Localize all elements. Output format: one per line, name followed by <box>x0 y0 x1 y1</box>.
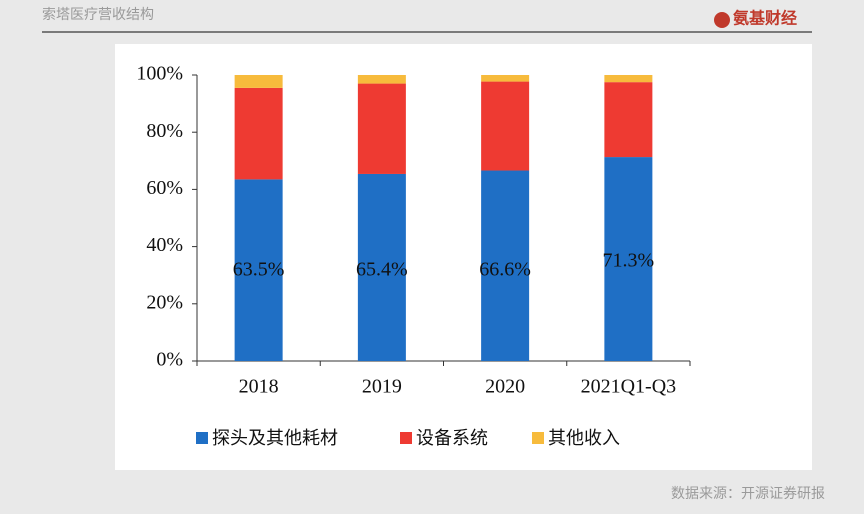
y-tick-label: 100% <box>136 63 183 85</box>
legend-label: 探头及其他耗材 <box>212 428 338 449</box>
bar-segment <box>481 170 530 361</box>
logo-icon <box>714 12 730 28</box>
legend-swatch <box>532 432 544 444</box>
y-tick-label: 80% <box>146 120 183 142</box>
value-label: 71.3% <box>603 250 655 272</box>
bar-segment <box>481 75 530 82</box>
x-tick-label: 2018 <box>239 376 279 398</box>
value-label: 63.5% <box>233 259 285 281</box>
header-title: 索塔医疗营收结构 <box>42 6 154 23</box>
bar-segment <box>604 75 653 83</box>
chart-panel <box>115 44 812 470</box>
source: 数据来源：开源证券研报 <box>671 486 825 502</box>
x-tick-label: 2019 <box>362 376 402 398</box>
y-tick-label: 20% <box>146 291 183 313</box>
bar-segment <box>481 81 530 171</box>
bar-segment <box>604 82 653 158</box>
bar-segment <box>234 75 283 88</box>
bar-segment <box>357 83 406 174</box>
value-label: 65.4% <box>356 259 408 281</box>
legend-label: 设备系统 <box>416 428 488 449</box>
y-tick-label: 60% <box>146 177 183 199</box>
legend-swatch <box>400 432 412 444</box>
y-tick-label: 0% <box>156 349 183 371</box>
x-tick-label: 2021Q1-Q3 <box>581 376 677 398</box>
y-tick-label: 40% <box>146 234 183 256</box>
legend-label: 其他收入 <box>548 428 620 449</box>
value-label: 66.6% <box>479 259 531 281</box>
x-tick-label: 2020 <box>485 376 525 398</box>
chart: 0% 20% 40% 60% 80% 100% 2018 63.5% 2019 65.4% 2020… <box>136 63 691 449</box>
legend-swatch <box>196 432 208 444</box>
bar-segment <box>357 173 406 361</box>
bar-segment <box>357 75 406 84</box>
bar-segment <box>234 87 283 180</box>
bar-segment <box>604 157 653 361</box>
bar-segment <box>234 179 283 361</box>
logo-text: 氨基财经 <box>733 9 797 28</box>
